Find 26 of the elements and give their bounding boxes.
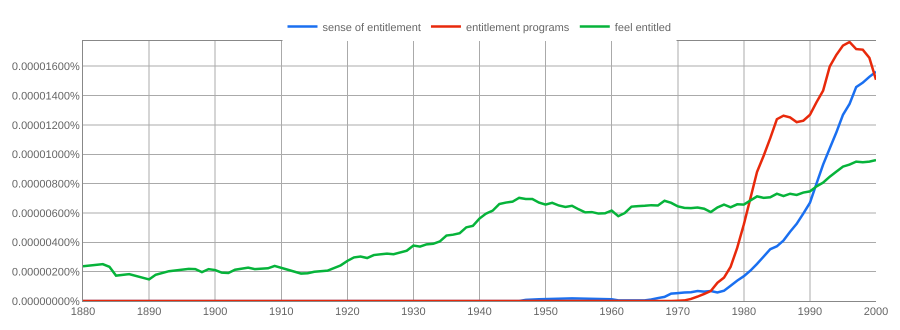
- line-series: [83, 158, 876, 281]
- x-tick-label: 1970: [666, 306, 690, 318]
- y-tick-label: 0.00000000%: [12, 296, 80, 308]
- x-tick-label: 1900: [202, 306, 228, 318]
- y-tick-label: 0.00001200%: [12, 120, 80, 132]
- legend-label: sense of entitlement: [322, 22, 421, 34]
- x-tick-label: 1980: [732, 306, 756, 318]
- x-tick-label: 1940: [467, 306, 492, 318]
- x-tick-label: 1880: [70, 306, 96, 318]
- x-tick-label: 1950: [533, 306, 558, 318]
- y-tick-label: 0.00001400%: [12, 90, 80, 102]
- y-tick-label: 0.00000600%: [12, 208, 80, 220]
- y-tick-label: 0.00001000%: [12, 149, 80, 162]
- y-tick-label: 0.00001600%: [12, 61, 80, 74]
- x-tick-label: 1990: [798, 306, 822, 318]
- y-tick-label: 0.00000400%: [12, 237, 80, 250]
- y-tick-label: 0.00000200%: [12, 266, 80, 278]
- legend-label: entitlement programs: [466, 22, 570, 34]
- legend-label: feel entitled: [614, 22, 672, 34]
- x-tick-label: 1890: [136, 306, 162, 318]
- x-tick-label: 1960: [599, 306, 624, 318]
- x-tick-label: 1920: [335, 306, 360, 318]
- x-tick-label: 1910: [269, 306, 294, 318]
- x-tick-label: 1930: [401, 306, 426, 318]
- y-tick-label: 0.00000800%: [12, 178, 80, 190]
- x-tick-label: 2000: [864, 306, 888, 318]
